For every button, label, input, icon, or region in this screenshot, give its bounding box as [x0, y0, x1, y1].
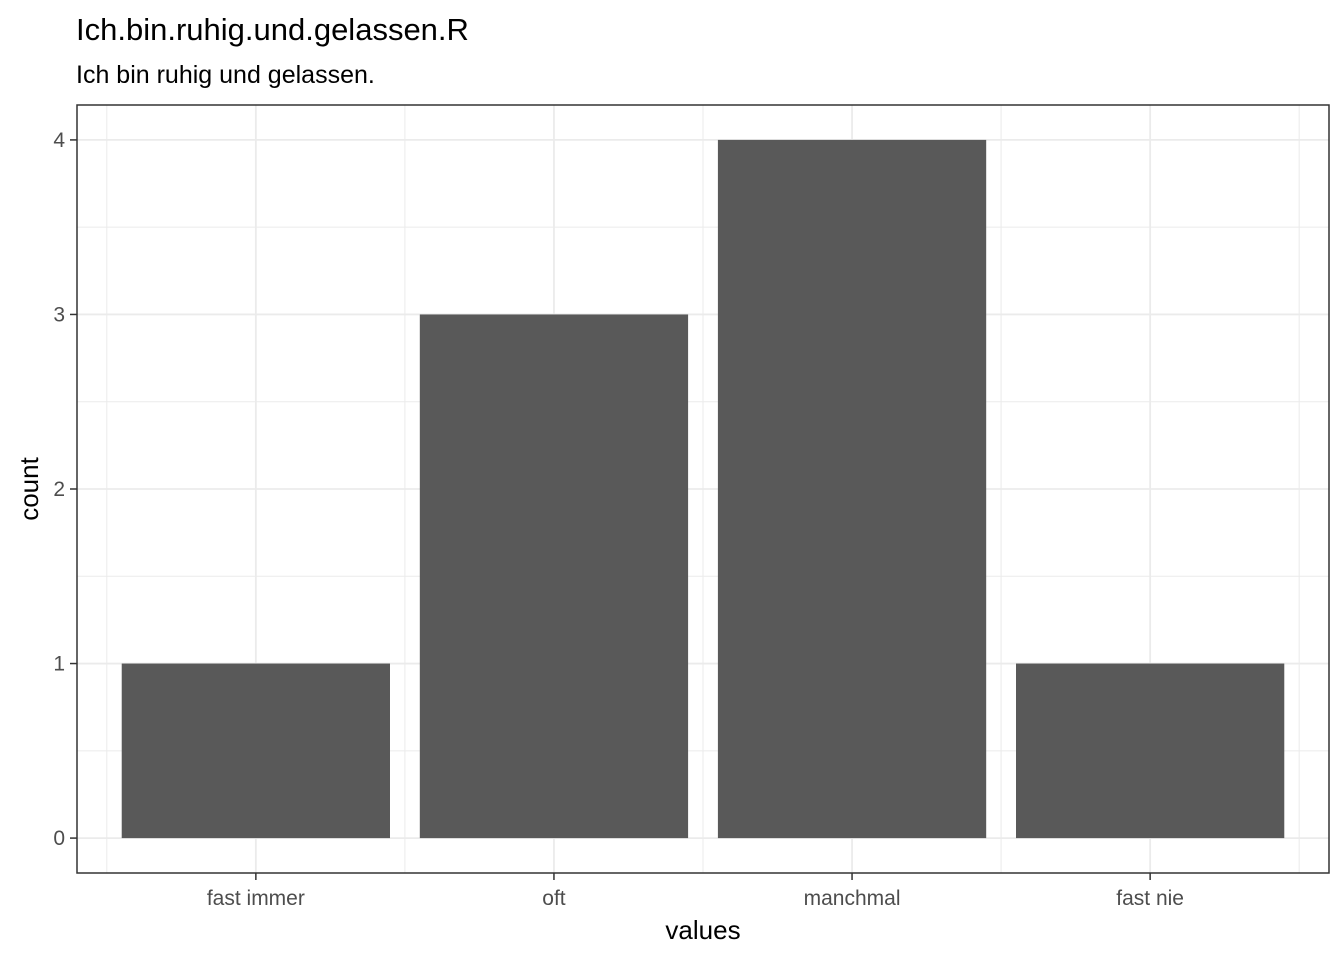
x-axis-ticks: fast immer oft manchmal fast nie [207, 873, 1184, 910]
bar-manchmal [717, 139, 987, 839]
y-axis-title: count [14, 456, 44, 520]
y-tick-label: 0 [53, 827, 65, 850]
bar-oft [419, 314, 689, 839]
x-tick-label: fast nie [1116, 887, 1184, 910]
x-tick-label: manchmal [804, 887, 901, 910]
y-tick-label: 3 [53, 303, 65, 326]
y-tick-label: 1 [53, 653, 65, 676]
bars [121, 139, 1285, 839]
y-tick-label: 2 [53, 478, 65, 501]
x-tick-label: oft [542, 887, 566, 910]
y-tick-label: 4 [53, 129, 65, 152]
x-axis-title: values [665, 915, 740, 945]
chart-title: Ich.bin.ruhig.und.gelassen.R [76, 12, 469, 47]
bar-fast-nie [1016, 663, 1285, 839]
y-axis-ticks: 0 1 2 3 4 [53, 129, 77, 850]
chart-subtitle: Ich bin ruhig und gelassen. [76, 61, 375, 89]
x-tick-label: fast immer [207, 887, 305, 910]
bar-fast-immer [121, 663, 390, 839]
